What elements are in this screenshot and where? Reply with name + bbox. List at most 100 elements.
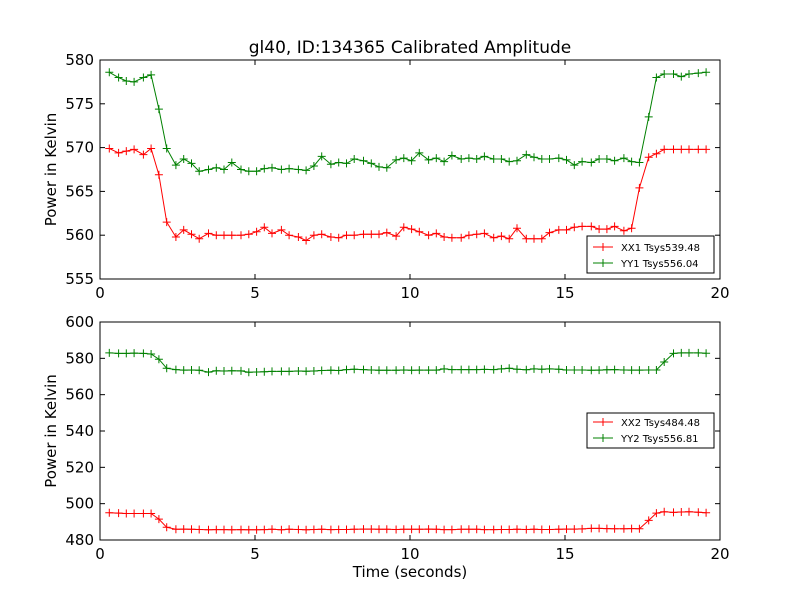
bottom-series-1-point	[522, 365, 531, 374]
top-series-1-point	[610, 156, 619, 165]
top-series-0-point	[114, 148, 123, 157]
top-series-1-point	[677, 72, 686, 81]
top-series-1-point	[382, 163, 391, 172]
top-series-0-point	[505, 234, 514, 243]
top-series-0-point	[237, 231, 245, 240]
top-series-0-point	[359, 230, 368, 239]
top-series-1-point	[407, 156, 416, 165]
bottom-series-1-point	[244, 368, 253, 377]
top-series-1-point	[350, 155, 359, 163]
bottom-series-1-point	[432, 366, 441, 375]
top-legend: XX1 Tsys539.48 YY1 Tsys556.04	[586, 235, 715, 274]
bottom-series-0-point	[424, 525, 433, 534]
bottom-series-0-point	[610, 524, 619, 533]
bottom-series-0-point	[367, 525, 376, 534]
bottom-series-1-point	[195, 366, 204, 375]
bottom-legend-box	[586, 412, 715, 449]
bottom-series-1-point	[179, 366, 188, 375]
bottom-y-tick-label: 480	[65, 531, 94, 549]
top-legend-box	[586, 235, 715, 274]
top-series-0-point	[424, 231, 433, 240]
top-series-1-point	[694, 69, 703, 78]
top-series-1-point	[530, 153, 538, 162]
bottom-series-0-point	[334, 525, 343, 534]
bottom-series-0-point	[392, 525, 401, 534]
bottom-series-1-point	[227, 366, 236, 375]
bottom-series-0-point	[382, 525, 391, 534]
bottom-series-1-point	[220, 367, 228, 375]
top-series-0-point	[147, 144, 156, 153]
top-series-0-point	[244, 230, 253, 239]
top-series-1-point	[244, 167, 253, 176]
bottom-series-0-point	[578, 524, 587, 533]
bottom-series-1-point	[154, 355, 163, 364]
bottom-series-0-point	[187, 525, 196, 534]
bottom-series-0-point	[359, 525, 368, 534]
top-y-tick-label: 575	[65, 95, 94, 113]
top-series-1-point	[602, 155, 611, 163]
top-series-0-point	[399, 223, 408, 232]
top-series-0-point	[595, 225, 604, 234]
bottom-series-1-point	[669, 349, 678, 358]
bottom-series-0-point	[702, 508, 711, 517]
top-series-0-point	[530, 234, 538, 243]
bottom-series-0-point	[105, 508, 114, 517]
bottom-series-0-point	[342, 525, 351, 534]
top-series-0-point	[652, 149, 661, 158]
bottom-legend-marker-yy2	[599, 434, 607, 442]
top-series-1-point	[204, 165, 213, 174]
bottom-series-0-point	[457, 525, 466, 534]
top-series-0-point	[309, 231, 318, 240]
top-series-0-point	[578, 222, 587, 231]
bottom-x-ticks: 0 5 10 15 20	[95, 322, 730, 563]
bottom-series-0-point	[595, 524, 604, 533]
bottom-series-0-point	[472, 525, 481, 534]
bottom-series-0-point	[171, 525, 180, 534]
top-series-0-point	[554, 225, 563, 234]
bottom-series-0-point	[227, 525, 236, 534]
bottom-series-1-point	[480, 365, 489, 374]
top-series-1-point	[260, 164, 269, 173]
top-y-axis-label: Power in Kelvin	[42, 113, 60, 227]
bottom-series-1-point	[513, 365, 521, 374]
top-series-0-point	[669, 145, 678, 154]
bottom-series-1-point	[407, 366, 416, 375]
top-series-1-point	[147, 70, 156, 79]
top-series-0-point	[187, 230, 196, 239]
bottom-series-0-point	[122, 509, 131, 518]
top-series-1-point	[294, 165, 303, 174]
bottom-y-tick-label: 520	[65, 458, 94, 476]
bottom-series-1-point	[130, 349, 139, 358]
bottom-series-1-point	[457, 365, 466, 374]
bottom-series-1-point	[204, 368, 213, 377]
top-series-1-point	[375, 162, 383, 171]
bottom-series-0-point	[677, 508, 686, 516]
top-series-1-point	[669, 70, 678, 78]
top-series-1-point	[562, 155, 571, 164]
top-series-0-point	[587, 222, 596, 231]
bottom-series-1-point	[545, 364, 554, 373]
bottom-series-1-point	[302, 367, 311, 376]
top-series-1-point	[545, 155, 554, 163]
top-series-1-point	[302, 166, 311, 175]
top-series-1-point	[139, 73, 148, 82]
bottom-series-0-point	[252, 525, 261, 534]
bottom-series-1-point	[595, 366, 604, 375]
bottom-series-0-point	[587, 524, 596, 533]
top-series-0-point	[220, 231, 228, 240]
bottom-legend: XX2 Tsys484.48 YY2 Tsys556.81	[586, 412, 715, 449]
top-series-lines	[105, 68, 711, 245]
top-series-0-point	[677, 145, 686, 154]
top-y-ticks: 555 560 565 570 575 580	[65, 51, 720, 288]
bottom-series-0-point	[685, 507, 693, 516]
top-series-0-point	[610, 222, 619, 231]
top-series-1-point	[309, 162, 318, 170]
top-series-1-point	[392, 155, 401, 164]
top-series-1-point	[660, 70, 669, 78]
bottom-series-0-point	[204, 525, 213, 534]
top-series-1-point	[447, 151, 456, 160]
top-series-0-point	[375, 230, 383, 239]
bottom-series-1-point	[702, 349, 711, 358]
bottom-series-0-point	[212, 525, 221, 534]
